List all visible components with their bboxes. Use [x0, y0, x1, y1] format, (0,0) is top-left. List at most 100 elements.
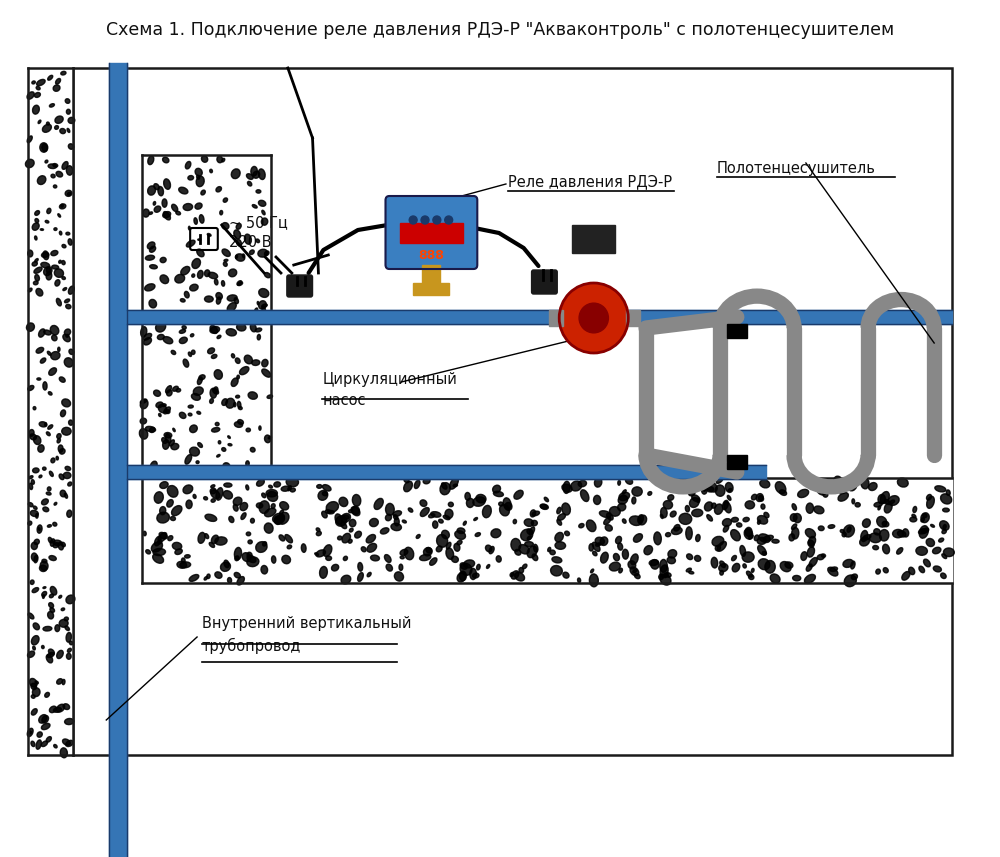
Ellipse shape: [58, 445, 63, 452]
Ellipse shape: [63, 288, 67, 291]
Ellipse shape: [933, 548, 941, 554]
Ellipse shape: [42, 645, 44, 649]
Ellipse shape: [201, 156, 208, 162]
Ellipse shape: [919, 529, 926, 534]
Ellipse shape: [256, 503, 263, 508]
Ellipse shape: [34, 539, 39, 544]
Ellipse shape: [234, 297, 238, 303]
Ellipse shape: [43, 382, 47, 390]
Ellipse shape: [618, 543, 623, 550]
Ellipse shape: [188, 413, 192, 416]
Ellipse shape: [56, 704, 65, 712]
Ellipse shape: [524, 518, 533, 526]
Ellipse shape: [457, 572, 466, 582]
Ellipse shape: [258, 249, 268, 257]
Ellipse shape: [143, 531, 146, 536]
Ellipse shape: [235, 358, 240, 363]
Ellipse shape: [749, 535, 753, 539]
Ellipse shape: [648, 492, 652, 495]
Ellipse shape: [374, 499, 383, 510]
Ellipse shape: [860, 537, 869, 546]
Ellipse shape: [220, 211, 223, 215]
Ellipse shape: [61, 71, 66, 75]
Ellipse shape: [25, 159, 34, 168]
Ellipse shape: [235, 556, 239, 560]
Ellipse shape: [420, 554, 431, 560]
Ellipse shape: [267, 491, 278, 501]
Ellipse shape: [250, 324, 256, 332]
Ellipse shape: [59, 231, 62, 235]
Ellipse shape: [56, 298, 61, 306]
Ellipse shape: [722, 518, 731, 526]
Ellipse shape: [42, 591, 47, 596]
Ellipse shape: [596, 542, 601, 546]
Ellipse shape: [190, 285, 198, 291]
Ellipse shape: [439, 519, 443, 523]
Ellipse shape: [869, 533, 881, 542]
Ellipse shape: [64, 617, 68, 620]
Ellipse shape: [229, 269, 237, 277]
Ellipse shape: [188, 226, 190, 230]
Ellipse shape: [151, 542, 163, 552]
Ellipse shape: [54, 745, 57, 748]
Ellipse shape: [394, 572, 404, 581]
Ellipse shape: [257, 302, 259, 305]
Ellipse shape: [924, 559, 930, 566]
Ellipse shape: [804, 477, 813, 483]
Ellipse shape: [214, 387, 218, 393]
Ellipse shape: [67, 648, 71, 652]
Ellipse shape: [148, 186, 156, 195]
Ellipse shape: [166, 386, 172, 393]
Ellipse shape: [56, 456, 58, 460]
Ellipse shape: [198, 442, 202, 447]
Ellipse shape: [179, 330, 186, 333]
Ellipse shape: [909, 567, 915, 575]
Ellipse shape: [257, 479, 264, 486]
Ellipse shape: [315, 553, 318, 555]
Ellipse shape: [825, 482, 837, 491]
Ellipse shape: [39, 715, 47, 723]
Ellipse shape: [804, 574, 815, 584]
Ellipse shape: [222, 399, 227, 405]
Ellipse shape: [149, 299, 157, 308]
Ellipse shape: [168, 536, 173, 541]
Ellipse shape: [759, 534, 770, 542]
Ellipse shape: [153, 554, 164, 563]
Ellipse shape: [257, 334, 260, 340]
Ellipse shape: [489, 547, 494, 554]
Bar: [549, 310, 563, 326]
Ellipse shape: [163, 157, 169, 163]
Ellipse shape: [63, 472, 71, 478]
Ellipse shape: [59, 596, 62, 598]
Ellipse shape: [145, 255, 155, 261]
Ellipse shape: [29, 476, 33, 479]
Ellipse shape: [41, 723, 50, 729]
Ellipse shape: [66, 165, 73, 175]
Ellipse shape: [500, 505, 509, 516]
Ellipse shape: [618, 503, 626, 511]
Ellipse shape: [888, 495, 899, 506]
Ellipse shape: [715, 485, 725, 496]
Ellipse shape: [712, 536, 724, 546]
Ellipse shape: [31, 542, 37, 549]
Ellipse shape: [68, 286, 74, 294]
Ellipse shape: [210, 388, 217, 399]
Ellipse shape: [242, 553, 251, 561]
Ellipse shape: [49, 602, 54, 608]
Ellipse shape: [211, 535, 218, 543]
Ellipse shape: [336, 516, 347, 526]
Ellipse shape: [499, 502, 503, 506]
Ellipse shape: [316, 550, 325, 557]
Ellipse shape: [361, 547, 366, 552]
Ellipse shape: [921, 512, 929, 523]
Ellipse shape: [616, 536, 622, 543]
Ellipse shape: [196, 177, 204, 187]
Ellipse shape: [414, 480, 420, 488]
Ellipse shape: [279, 535, 285, 541]
Ellipse shape: [760, 480, 770, 488]
Ellipse shape: [176, 211, 181, 215]
Ellipse shape: [525, 542, 533, 547]
Ellipse shape: [290, 488, 295, 492]
Ellipse shape: [43, 587, 46, 589]
Ellipse shape: [42, 144, 47, 152]
